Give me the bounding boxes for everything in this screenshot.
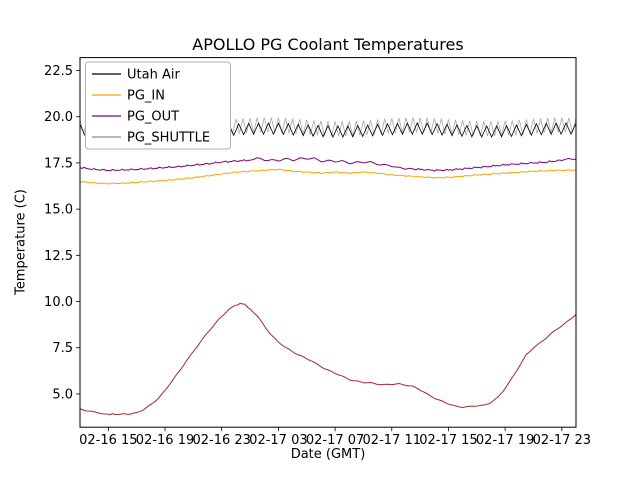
y-tick-label: 22.5 bbox=[44, 64, 73, 79]
axes-frame bbox=[79, 57, 577, 428]
y-tick-label: 7.5 bbox=[52, 341, 73, 356]
x-tick-label: 02-17 19 bbox=[476, 433, 534, 448]
y-tick-label: 12.5 bbox=[44, 249, 73, 264]
x-tick-label: 02-17 03 bbox=[249, 433, 307, 448]
series-line--unlabeled- bbox=[79, 302, 577, 416]
legend-box bbox=[85, 61, 231, 150]
legend: Utah Air PG_IN PG_OUT PG_SHUTTLE bbox=[85, 61, 231, 150]
series-line-pg-out bbox=[79, 157, 577, 172]
x-tick-label: 02-16 23 bbox=[192, 433, 250, 448]
chart-title: APOLLO PG Coolant Temperatures bbox=[192, 35, 464, 54]
x-axis-label: Date (GMT) bbox=[290, 447, 366, 462]
y-tick-label: 17.5 bbox=[44, 156, 73, 171]
y-tick-label: 20.0 bbox=[44, 110, 73, 125]
legend-entry-label: PG_SHUTTLE bbox=[127, 131, 210, 146]
x-tick-label: 02-16 15 bbox=[79, 433, 137, 448]
legend-entry-label: PG_IN bbox=[127, 89, 165, 104]
y-tick-label: 5.0 bbox=[52, 387, 73, 402]
x-tick-label: 02-16 19 bbox=[136, 433, 194, 448]
y-tick-label: 10.0 bbox=[44, 295, 73, 310]
x-tick-label: 02-17 11 bbox=[363, 433, 421, 448]
legend-entry-label: Utah Air bbox=[127, 68, 180, 83]
x-tick-label: 02-17 15 bbox=[419, 433, 477, 448]
x-tick-label: 02-17 07 bbox=[306, 433, 364, 448]
x-tick-label: 02-17 23 bbox=[533, 433, 591, 448]
series-line-pg-in bbox=[79, 168, 577, 185]
legend-entry-label: PG_OUT bbox=[127, 110, 179, 125]
y-tick-label: 15.0 bbox=[44, 203, 73, 218]
